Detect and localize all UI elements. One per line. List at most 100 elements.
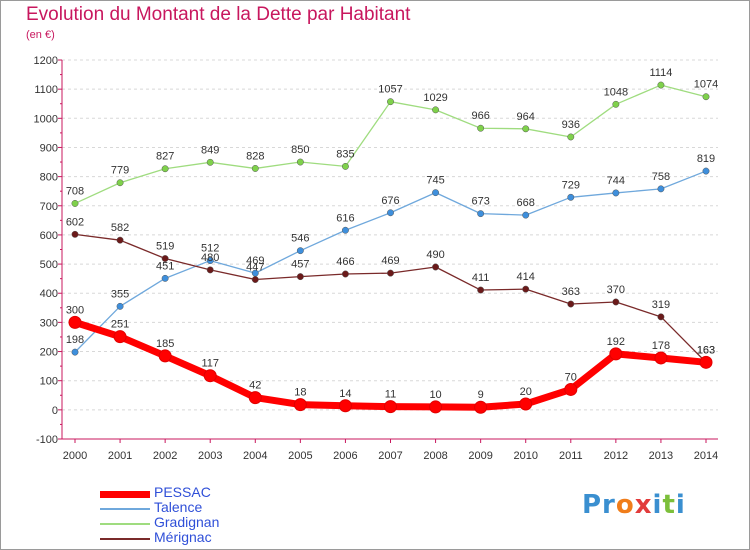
data-label: 582 bbox=[111, 222, 129, 234]
data-label: 758 bbox=[652, 171, 670, 183]
data-label: 363 bbox=[562, 286, 580, 298]
data-point bbox=[567, 193, 575, 201]
data-point bbox=[116, 179, 124, 187]
x-tick-label: 2003 bbox=[198, 450, 222, 462]
data-label: 616 bbox=[336, 212, 354, 224]
data-point bbox=[612, 100, 620, 108]
data-point bbox=[612, 298, 620, 306]
x-tick-label: 2005 bbox=[288, 450, 312, 462]
data-point bbox=[609, 347, 623, 361]
data-label: 10 bbox=[429, 389, 441, 401]
legend-swatch bbox=[100, 508, 150, 510]
data-label: 457 bbox=[291, 259, 309, 271]
data-label: 447 bbox=[246, 262, 264, 274]
data-label: 192 bbox=[607, 336, 625, 348]
data-point bbox=[71, 230, 79, 238]
data-point bbox=[161, 255, 169, 262]
data-label: 163 bbox=[697, 344, 715, 356]
data-label: 355 bbox=[111, 288, 129, 300]
legend: PESSAC Talence Gradignan Mérignac bbox=[100, 484, 360, 546]
data-label: 451 bbox=[156, 260, 174, 272]
data-point bbox=[338, 399, 352, 413]
data-label: 850 bbox=[291, 144, 309, 156]
data-point bbox=[432, 106, 440, 114]
data-label: 827 bbox=[156, 151, 174, 163]
y-tick-label: 1000 bbox=[34, 113, 58, 125]
y-tick-label: 500 bbox=[40, 259, 58, 271]
data-point bbox=[564, 382, 578, 396]
legend-label: PESSAC bbox=[154, 484, 211, 500]
x-tick-label: 2013 bbox=[649, 450, 673, 462]
data-label: 1048 bbox=[604, 86, 628, 98]
data-point bbox=[567, 133, 575, 141]
data-label: 20 bbox=[520, 386, 532, 398]
legend-swatch bbox=[100, 490, 150, 498]
data-point bbox=[293, 398, 307, 412]
data-point bbox=[116, 236, 124, 244]
data-point bbox=[206, 257, 214, 265]
y-tick-label: 200 bbox=[40, 347, 58, 359]
data-label: 490 bbox=[426, 249, 444, 261]
data-point bbox=[251, 276, 259, 283]
data-point bbox=[657, 185, 665, 193]
data-label: 1029 bbox=[423, 92, 447, 104]
data-point bbox=[387, 269, 394, 277]
x-tick-label: 2009 bbox=[468, 450, 492, 462]
data-label: 42 bbox=[249, 380, 261, 392]
y-tick-label: 1100 bbox=[34, 84, 58, 96]
data-point bbox=[68, 315, 82, 329]
chart-title: Evolution du Montant de la Dette par Hab… bbox=[26, 4, 411, 25]
data-point bbox=[296, 273, 304, 281]
data-label: 519 bbox=[156, 241, 174, 253]
data-label: 198 bbox=[66, 334, 84, 346]
data-label: 708 bbox=[66, 185, 84, 197]
data-point bbox=[248, 391, 262, 405]
y-tick-label: 900 bbox=[40, 142, 58, 154]
data-label: 319 bbox=[652, 299, 670, 311]
x-tick-label: 2012 bbox=[604, 450, 628, 462]
data-point bbox=[71, 199, 79, 207]
data-label: 469 bbox=[246, 255, 264, 267]
data-point bbox=[116, 302, 124, 310]
data-label: 300 bbox=[66, 304, 84, 316]
data-point bbox=[206, 266, 214, 274]
data-label: 835 bbox=[336, 148, 354, 160]
data-point bbox=[429, 400, 443, 414]
data-label: 745 bbox=[426, 175, 444, 187]
data-label: 185 bbox=[156, 338, 174, 350]
legend-item: Mérignac bbox=[100, 529, 360, 546]
legend-swatch bbox=[100, 538, 150, 540]
data-label: 1074 bbox=[694, 79, 718, 91]
data-point bbox=[341, 162, 349, 170]
x-tick-label: 2011 bbox=[559, 450, 583, 462]
data-label: 729 bbox=[562, 179, 580, 191]
x-tick-label: 2001 bbox=[108, 450, 132, 462]
data-label: 744 bbox=[607, 175, 625, 187]
data-label: 370 bbox=[607, 284, 625, 296]
legend-label: Talence bbox=[154, 499, 203, 515]
data-point bbox=[522, 125, 530, 133]
data-point bbox=[384, 400, 397, 414]
data-point bbox=[612, 189, 620, 197]
data-label: 14 bbox=[339, 388, 351, 400]
data-label: 117 bbox=[201, 358, 219, 370]
x-tick-label: 2006 bbox=[333, 450, 357, 462]
data-label: 676 bbox=[381, 195, 399, 207]
x-tick-label: 2010 bbox=[513, 450, 537, 462]
data-point bbox=[654, 351, 668, 365]
data-label: 480 bbox=[201, 252, 219, 264]
data-point bbox=[702, 167, 710, 175]
data-label: 411 bbox=[472, 272, 490, 284]
y-tick-label: 700 bbox=[40, 201, 58, 213]
chart-unit: (en €) bbox=[26, 29, 55, 41]
data-point bbox=[161, 165, 169, 173]
data-point bbox=[71, 348, 79, 356]
y-tick-label: 400 bbox=[40, 288, 58, 300]
data-label: 668 bbox=[517, 197, 535, 209]
data-label: 11 bbox=[385, 389, 396, 401]
y-tick-label: 600 bbox=[40, 230, 58, 242]
data-label: 178 bbox=[652, 340, 670, 352]
data-label: 18 bbox=[294, 387, 306, 399]
